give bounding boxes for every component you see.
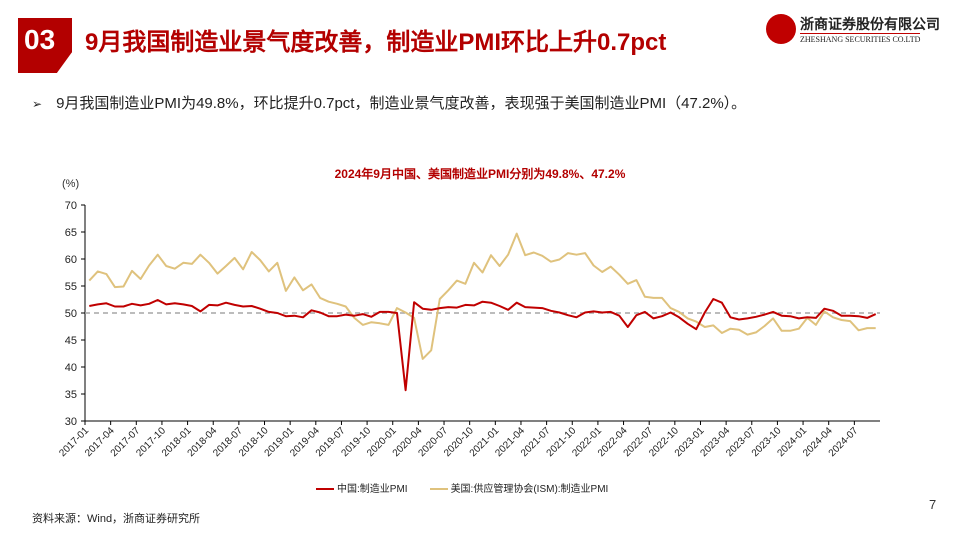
- chart-legend: 中国:制造业PMI 美国:供应管理协会(ISM):制造业PMI: [316, 480, 608, 495]
- y-tick-label: 65: [65, 227, 77, 239]
- bullet-point: ➢ 9月我国制造业PMI为49.8%，环比提升0.7pct，制造业景气度改善，表现…: [32, 92, 746, 113]
- legend-swatch: [316, 488, 334, 491]
- legend-item-china: 中国:制造业PMI: [316, 480, 408, 495]
- y-tick-label: 45: [65, 335, 77, 347]
- legend-item-us: 美国:供应管理协会(ISM):制造业PMI: [429, 480, 608, 495]
- chart-title: 2024年9月中国、美国制造业PMI分别为49.8%、47.2%: [334, 167, 626, 181]
- section-number-badge: 03: [18, 18, 72, 73]
- source-note: 资料来源：Wind，浙商证券研究所: [32, 513, 201, 525]
- y-tick-label: 35: [65, 389, 77, 401]
- arrow-bullet-icon: ➢: [32, 97, 43, 111]
- legend-swatch: [429, 488, 448, 491]
- page-number: 7: [929, 497, 937, 512]
- y-tick-label: 60: [65, 254, 77, 266]
- bullet-text: 9月我国制造业PMI为49.8%，环比提升0.7pct，制造业景气度改善，表现强…: [56, 95, 747, 112]
- company-logo: 浙商证券股份有限公司 ZHESHANG SECURITIES CO.LTD: [766, 12, 940, 48]
- page-title: 9月我国制造业景气度改善，制造业PMI环比上升0.7pct: [85, 29, 667, 56]
- logo-mark-icon: [766, 14, 796, 44]
- y-tick-label: 40: [65, 362, 77, 374]
- y-tick-label: 55: [65, 281, 77, 293]
- logo-text-cn: 浙商证券股份有限公司: [800, 16, 940, 32]
- series-line-china-pmi: [89, 298, 877, 392]
- y-tick-label: 30: [65, 416, 77, 428]
- y-axis-unit-label: (%): [62, 178, 79, 190]
- series-line-us-ism-pmi: [88, 232, 876, 360]
- y-tick-label: 50: [65, 308, 77, 320]
- y-tick-label: 70: [65, 200, 77, 212]
- logo-text-en: ZHESHANG SECURITIES CO.LTD: [800, 33, 921, 44]
